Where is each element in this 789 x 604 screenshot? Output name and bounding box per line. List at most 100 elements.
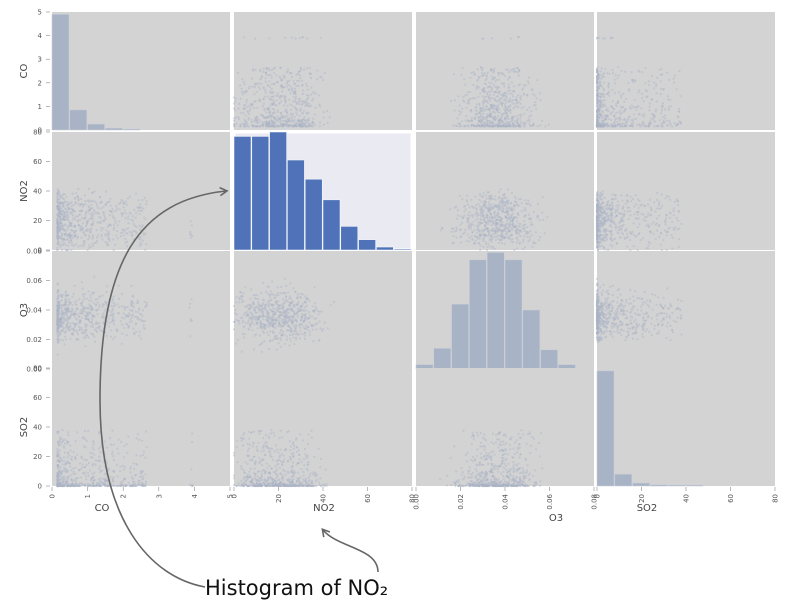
scatter-point [300,319,303,322]
scatter-point [306,124,309,127]
scatter-point [267,125,270,128]
scatter-point [475,211,478,214]
scatter-point [123,234,126,237]
scatter-point [527,199,530,202]
scatter-point [495,219,498,222]
scatter-point [538,219,541,222]
scatter-point [526,226,529,229]
scatter-point [599,73,602,76]
scatter-point [91,234,94,237]
scatter-point [495,95,498,98]
scatter-point [280,122,283,125]
scatter-point [509,111,512,115]
scatter-point [123,308,126,311]
scatter-point [479,109,482,113]
scatter-point [474,117,477,120]
scatter-point [504,223,507,226]
scatter-point [652,221,655,224]
scatter-point [631,106,635,109]
scatter-point [276,291,279,295]
scatter-point [289,92,292,95]
scatter-point [515,201,518,204]
scatter-point [268,111,271,114]
scatter-point [503,122,506,125]
scatter-point [89,321,92,324]
scatter-point [500,115,503,118]
scatter-point [621,106,624,109]
scatter-point [477,124,480,127]
scatter-point [467,90,470,94]
scatter-point [64,208,67,211]
scatter-point [462,99,465,102]
scatter-point [308,117,311,120]
scatter-point [282,95,285,98]
scatter-point [642,115,646,118]
scatter-point [608,94,611,97]
scatter-point [483,91,486,94]
scatter-point [643,113,646,116]
scatter-point [108,325,111,328]
scatter-point [491,104,494,108]
scatter-point [73,315,76,318]
histogram-bar-no2-8 [376,246,394,251]
scatter-point [265,125,268,128]
scatter-point [595,210,599,213]
scatter-point [57,337,60,340]
scatter-point [304,317,307,320]
scatter-point [521,224,524,227]
scatter-point [473,117,476,120]
scatter-point [295,332,298,335]
scatter-point [611,207,615,210]
scatter-point [286,124,289,127]
scatter-point [308,311,311,314]
scatter-point [678,69,681,73]
scatter-point [597,112,601,115]
scatter-point [510,92,514,96]
scatter-point [477,203,480,206]
scatter-point [489,115,493,119]
scatter-point [315,78,319,81]
scatter-point [80,281,83,284]
scatter-point [640,114,644,117]
scatter-point [638,231,641,234]
scatter-point [79,319,82,322]
scatter-point [97,322,100,325]
scatter-point [144,232,147,235]
scatter-point [250,77,254,80]
scatter-point [667,195,671,198]
scatter-point [599,245,602,248]
scatter-point [75,322,78,325]
scatter-point [491,125,494,128]
scatter-point [515,204,518,207]
scatter-point [91,318,94,321]
scatter-point [522,248,525,251]
scatter-point [276,118,279,121]
scatter-point [473,124,476,128]
scatter-point [301,103,304,106]
scatter-point [470,110,473,113]
scatter-point [235,318,238,321]
scatter-point [502,92,505,95]
scatter-point [278,331,282,334]
scatter-point [141,320,144,323]
scatter-point [311,315,314,318]
scatter-point [641,71,644,74]
scatter-point [509,223,512,226]
scatter-point [88,299,91,302]
scatter-point [291,89,294,92]
scatter-point [69,314,72,318]
scatter-point [634,235,637,238]
scatter-point [651,113,655,117]
scatter-point [647,125,650,128]
scatter-point [318,103,321,106]
scatter-point [237,116,240,119]
scatter-point [492,70,496,73]
scatter-point [604,117,607,120]
scatter-point [468,98,471,101]
scatter-point [76,307,79,310]
scatter-point [525,203,529,206]
scatter-point [494,123,498,126]
scatter-point [106,334,109,337]
histogram-bar-co-1 [69,109,88,131]
scatter-point [300,123,303,126]
